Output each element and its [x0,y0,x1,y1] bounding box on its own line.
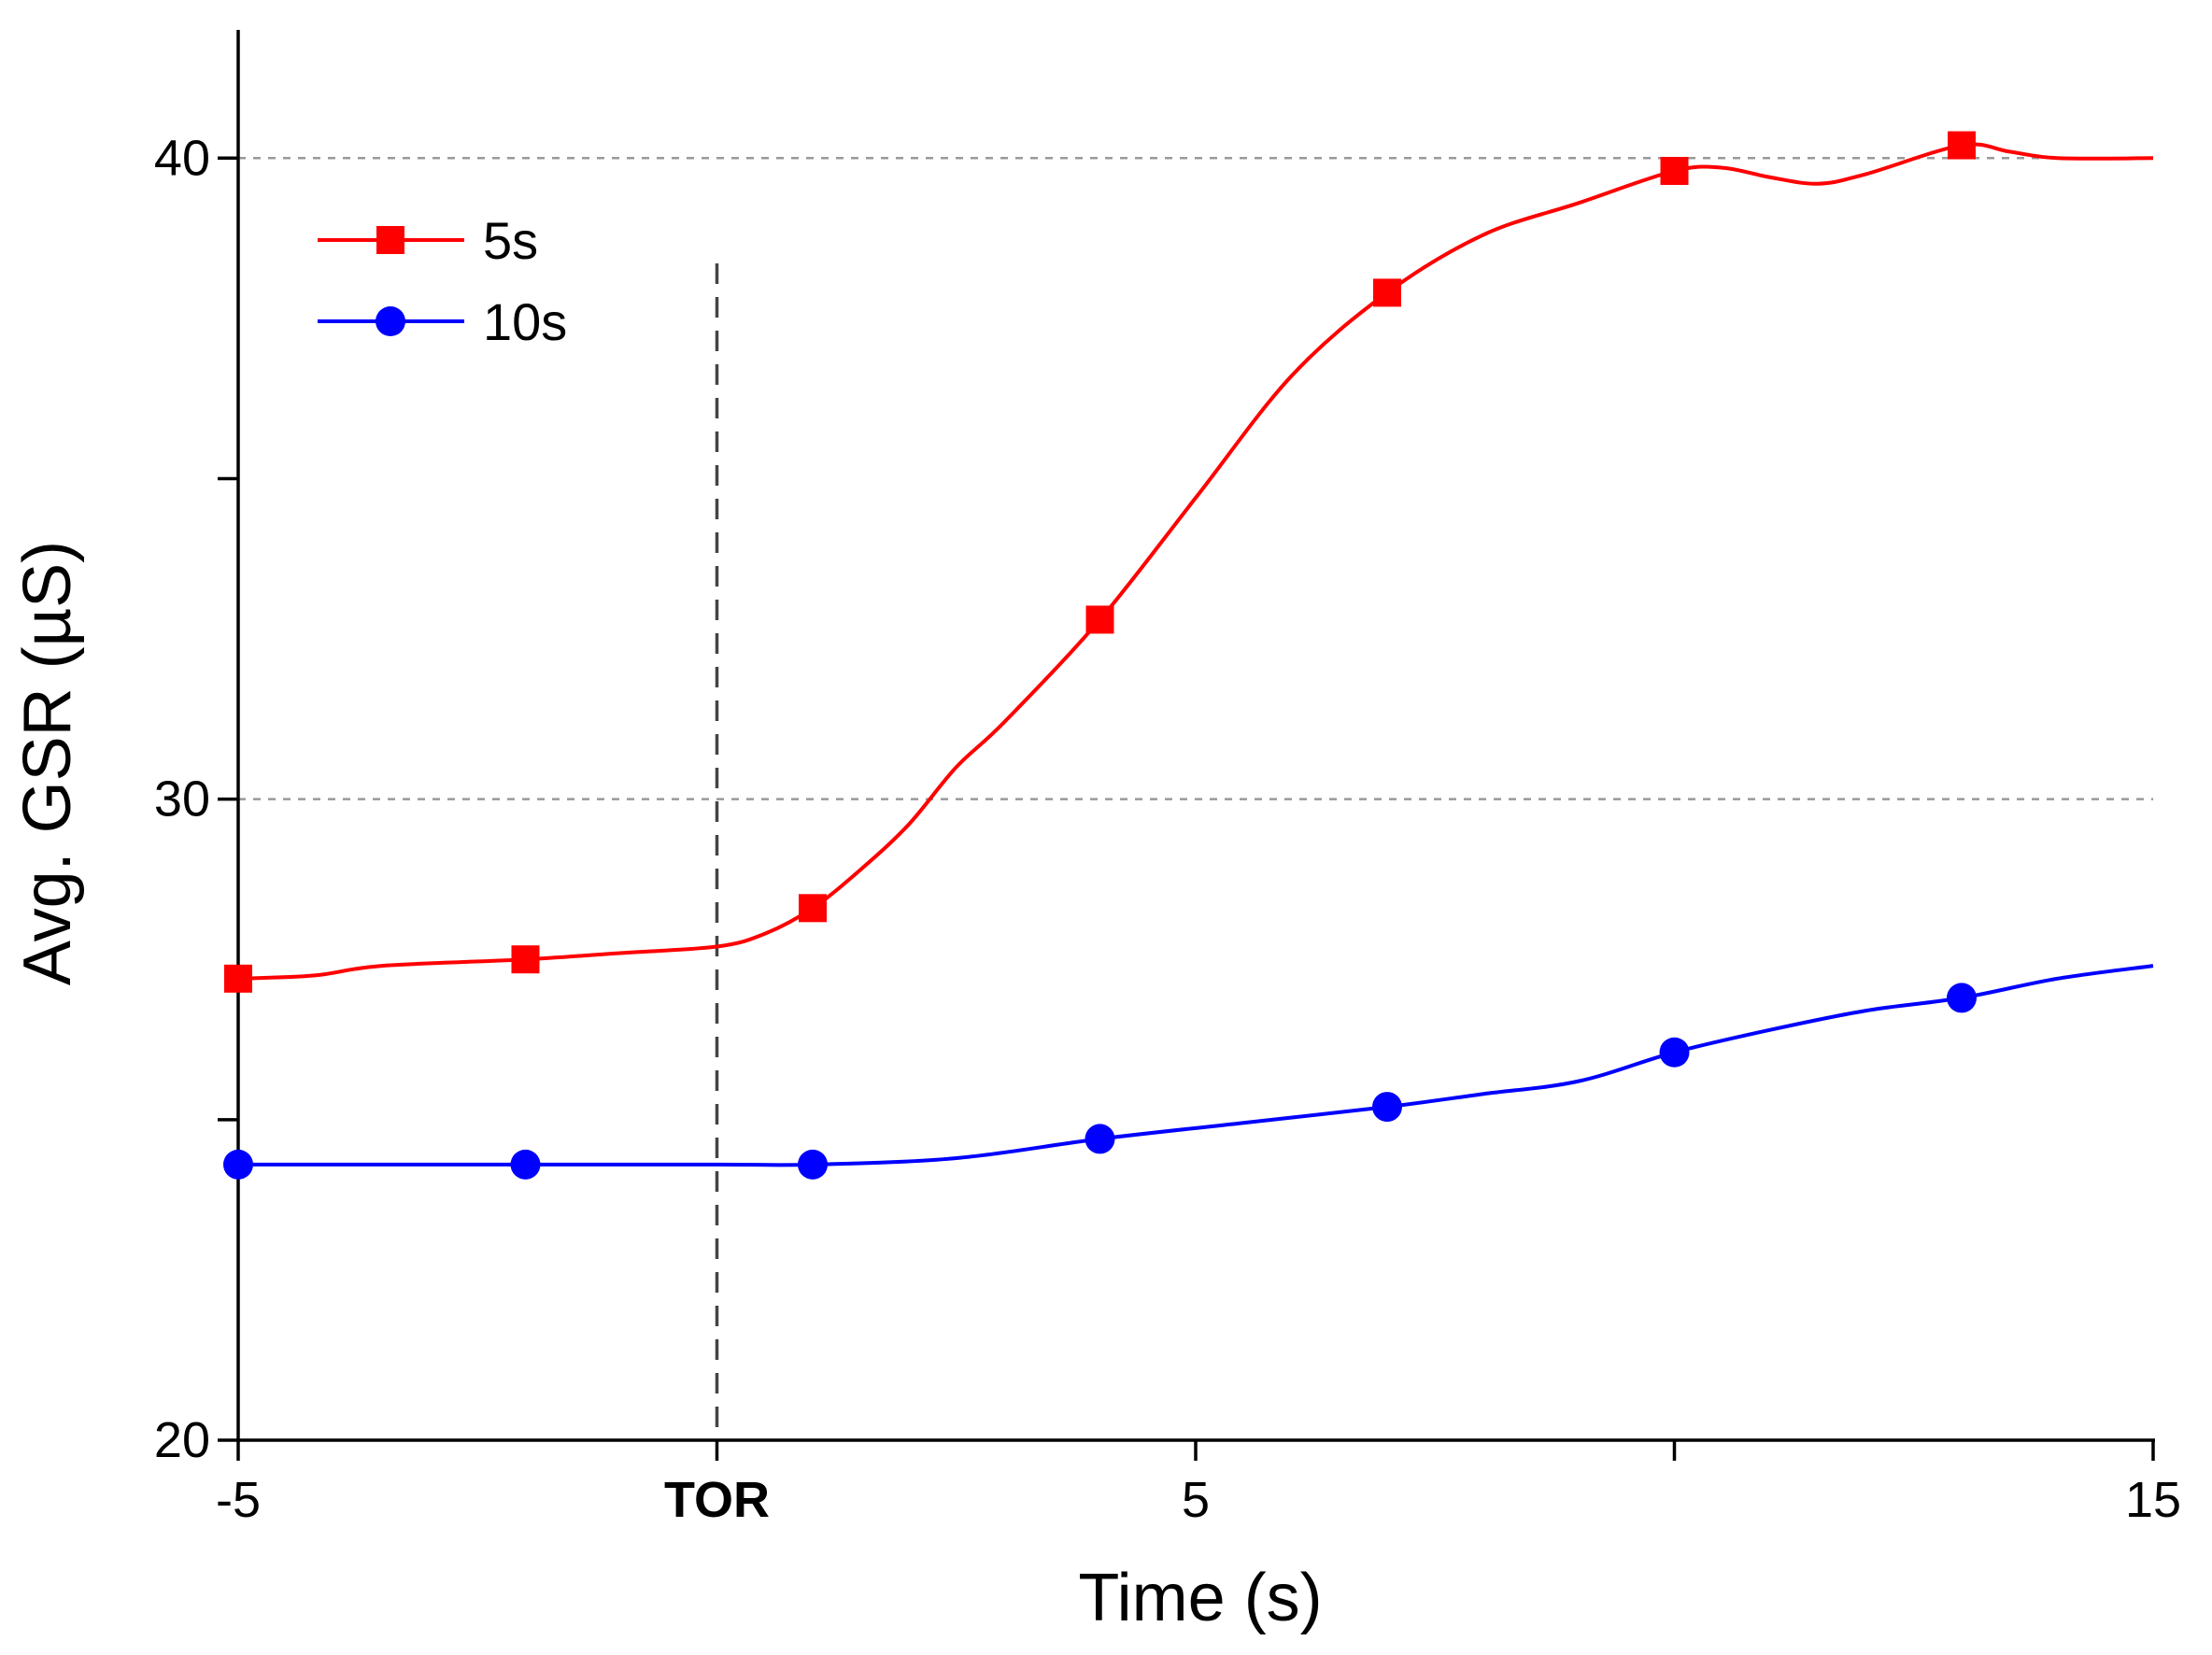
x-tick-label-5: 5 [1182,1472,1210,1528]
series-10s-marker-3 [1085,1124,1115,1154]
series-10s-marker-4 [1372,1092,1402,1123]
legend-label-5s: 5s [483,211,538,270]
series-5s-marker-5 [1660,157,1689,185]
series-5s-marker-1 [511,945,540,974]
series-10s-marker-5 [1659,1037,1690,1068]
legend-marker-5s [376,226,404,254]
y-axis-title: Avg. GSR (µS) [10,541,85,985]
series-5s-marker-3 [1085,605,1114,634]
x-tick-label--5: -5 [216,1472,261,1528]
series-10s-marker-1 [510,1149,541,1180]
series-5s-marker-0 [224,964,252,993]
x-axis-title: Time (s) [1078,1561,1322,1635]
axes-layer: -5 TOR 5 15 20 30 40 [154,30,2181,1528]
series-10s-marker-2 [798,1149,828,1180]
series-5s-marker-4 [1373,278,1401,307]
series-line-10s [238,964,2154,1167]
grid-layer [238,157,2153,800]
y-tick-label-30: 30 [154,771,210,828]
y-tick-label-20: 20 [154,1412,210,1468]
x-tick-label-0: TOR [664,1472,770,1528]
legend-marker-10s [376,306,405,336]
series-5s-marker-2 [799,894,827,923]
y-tick-label-40: 40 [154,130,210,186]
series-5s-marker-6 [1948,131,1976,160]
series-10s-marker-6 [1947,983,1977,1013]
series-line-5s [237,142,2154,981]
x-tick-label-15: 15 [2125,1472,2181,1528]
legend-label-10s: 10s [483,292,567,351]
series-layer [223,131,2154,1180]
series-10s-marker-0 [223,1149,253,1180]
